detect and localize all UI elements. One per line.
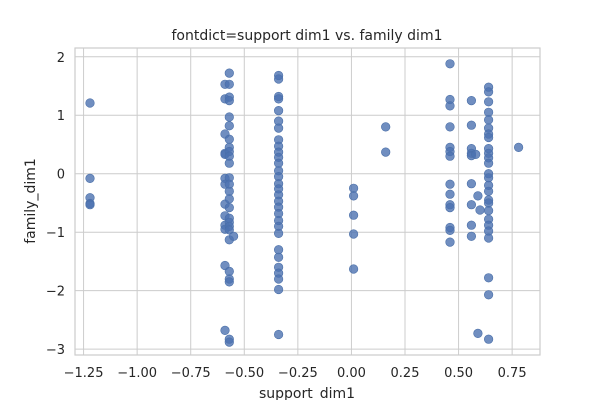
data-point <box>85 200 95 210</box>
data-point <box>484 290 494 300</box>
data-point <box>224 134 234 144</box>
grid <box>75 48 540 355</box>
data-point <box>224 79 234 89</box>
data-point <box>229 231 239 241</box>
chart-title: fontdict=support dim1 vs. family dim1 <box>172 28 443 44</box>
data-point <box>224 121 234 131</box>
y-tick-label: 0 <box>57 168 65 183</box>
data-point <box>85 173 95 183</box>
data-point <box>484 132 494 143</box>
data-point <box>85 98 95 108</box>
data-point <box>475 205 485 215</box>
data-point <box>466 231 477 241</box>
data-point <box>445 59 455 69</box>
data-point <box>274 105 284 116</box>
data-point <box>466 220 477 230</box>
data-point <box>274 274 284 284</box>
data-point <box>445 189 455 199</box>
data-point <box>381 122 391 132</box>
data-point <box>274 252 284 262</box>
data-point <box>484 186 494 196</box>
data-point <box>466 120 477 130</box>
data-point <box>224 112 234 122</box>
data-point <box>224 194 234 204</box>
y-tick-label: −2 <box>46 285 65 300</box>
data-point <box>274 123 284 133</box>
y-tick-label: −3 <box>46 343 65 358</box>
y-tick-label: 1 <box>57 109 65 124</box>
data-point <box>484 334 494 344</box>
data-point <box>445 179 455 189</box>
data-point <box>274 284 284 295</box>
x-tick-label: −0.75 <box>171 366 211 381</box>
data-point <box>274 94 284 104</box>
data-point <box>484 87 494 97</box>
data-point <box>466 179 477 189</box>
data-point <box>466 95 477 106</box>
data-point <box>484 273 494 283</box>
x-tick-labels: −1.25 −1.00 −0.75 −0.50 −0.25 0.00 0.25 0.50 0.7… <box>64 366 527 381</box>
x-tick-label: 0.00 <box>337 366 366 381</box>
data-point <box>445 122 455 132</box>
data-point <box>445 203 455 213</box>
x-axis-label: support_dim1 <box>259 386 355 400</box>
data-point <box>473 328 483 339</box>
x-tick-label: 0.25 <box>391 366 420 381</box>
data-point <box>224 158 234 168</box>
plot-frame <box>74 47 541 356</box>
data-point <box>484 233 494 243</box>
data-point <box>471 149 481 159</box>
x-tick-label: 0.50 <box>444 366 473 381</box>
data-point <box>473 191 483 201</box>
data-point <box>224 95 234 106</box>
data-point <box>484 115 494 125</box>
x-tick-label: −1.25 <box>64 366 104 381</box>
y-tick-label: 2 <box>57 51 65 66</box>
data-point <box>445 151 455 161</box>
data-point <box>224 277 234 287</box>
data-points <box>85 59 524 347</box>
y-axis-label: family_dim1 <box>23 158 39 244</box>
data-point <box>445 225 455 235</box>
data-point <box>466 200 477 210</box>
x-tick-label: −1.00 <box>117 366 157 381</box>
data-point <box>445 101 455 111</box>
data-point <box>484 206 494 216</box>
data-point <box>445 237 455 247</box>
data-point <box>274 228 284 238</box>
data-point <box>349 264 359 274</box>
data-point <box>224 337 234 347</box>
data-point <box>220 325 230 336</box>
data-point <box>513 142 524 152</box>
data-point <box>224 68 234 78</box>
x-tick-label: −0.50 <box>224 366 264 381</box>
data-point <box>274 329 284 340</box>
y-tick-label: −1 <box>46 226 65 241</box>
data-point <box>349 229 359 239</box>
data-point <box>381 147 391 157</box>
data-point <box>349 210 359 220</box>
data-point <box>224 203 234 213</box>
data-point <box>224 225 234 235</box>
x-tick-label: −0.25 <box>278 366 318 381</box>
data-point <box>349 191 359 201</box>
data-point <box>484 158 494 168</box>
data-point <box>484 97 494 107</box>
y-tick-labels: −3 −2 −1 0 1 2 <box>46 51 65 358</box>
data-point <box>274 74 284 84</box>
x-tick-label: 0.75 <box>498 366 527 381</box>
